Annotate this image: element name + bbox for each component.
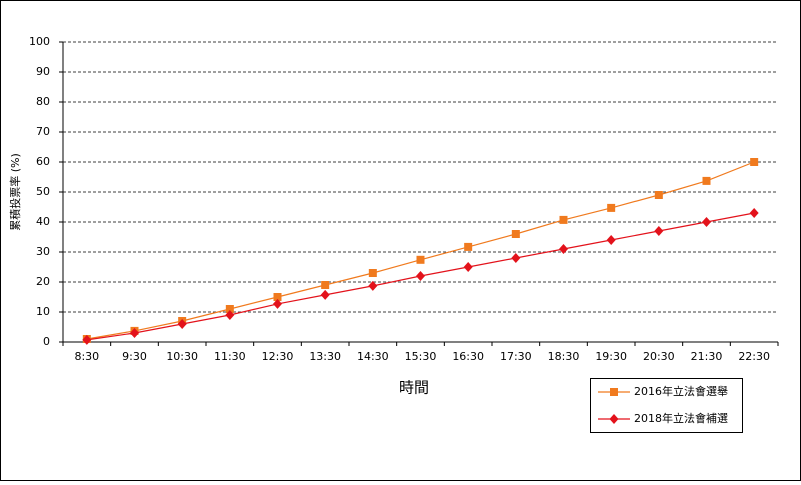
y-tick-label: 40 [36, 215, 50, 228]
point-marker [511, 253, 521, 263]
legend-label: 2016年立法會選舉 [634, 384, 728, 398]
y-axis-title: 累積投票率 (%) [8, 153, 22, 231]
y-tick-label: 50 [36, 185, 50, 198]
point-marker [321, 281, 330, 289]
x-tick-label: 12:30 [262, 350, 294, 363]
x-tick-label: 10:30 [166, 350, 198, 363]
x-axis-title: 時間 [399, 379, 429, 397]
point-marker [225, 305, 234, 313]
x-tick-label: 17:30 [500, 350, 532, 363]
point-marker [463, 262, 473, 272]
point-marker [225, 310, 235, 320]
y-tick-label: 60 [36, 155, 50, 168]
point-marker [511, 230, 520, 238]
legend-label: 2018年立法會補選 [634, 411, 728, 425]
x-tick-label: 22:30 [738, 350, 770, 363]
point-marker [654, 191, 663, 199]
point-marker [559, 244, 568, 254]
y-tick-label: 80 [36, 95, 50, 108]
x-tick-label: 9:30 [122, 350, 147, 363]
point-marker [130, 328, 139, 338]
x-tick-label: 15:30 [405, 350, 437, 363]
point-marker [559, 215, 568, 224]
point-marker [177, 319, 187, 329]
point-marker [320, 289, 330, 300]
x-tick-label: 11:30 [214, 350, 246, 363]
x-tick-label: 8:30 [74, 350, 99, 363]
y-tick-label: 70 [36, 125, 50, 138]
point-marker [416, 255, 425, 264]
point-marker [368, 269, 377, 277]
point-marker [82, 334, 92, 345]
point-marker [607, 203, 616, 212]
point-marker [610, 388, 618, 396]
x-tick-label: 14:30 [357, 350, 389, 363]
point-marker [750, 158, 759, 166]
point-marker [368, 280, 378, 291]
y-tick-label: 20 [36, 275, 50, 288]
point-marker [702, 176, 711, 185]
point-marker [749, 208, 759, 218]
x-tick-label: 19:30 [595, 350, 627, 363]
point-marker [606, 235, 616, 245]
x-tick-label: 18:30 [548, 350, 580, 363]
point-marker [654, 226, 664, 236]
y-tick-label: 100 [29, 35, 50, 48]
y-tick-label: 0 [43, 335, 50, 348]
x-tick-label: 13:30 [309, 350, 341, 363]
x-tick-label: 16:30 [452, 350, 484, 363]
y-tick-label: 10 [36, 305, 50, 318]
y-tick-label: 30 [36, 245, 50, 258]
point-marker [416, 271, 425, 281]
legend [590, 378, 743, 433]
x-tick-label: 20:30 [643, 350, 675, 363]
point-marker [273, 293, 282, 301]
point-marker [702, 217, 711, 227]
point-marker [464, 242, 473, 251]
y-tick-label: 90 [36, 65, 50, 78]
x-tick-label: 21:30 [691, 350, 723, 363]
point-marker [609, 414, 619, 424]
point-marker [273, 298, 282, 309]
